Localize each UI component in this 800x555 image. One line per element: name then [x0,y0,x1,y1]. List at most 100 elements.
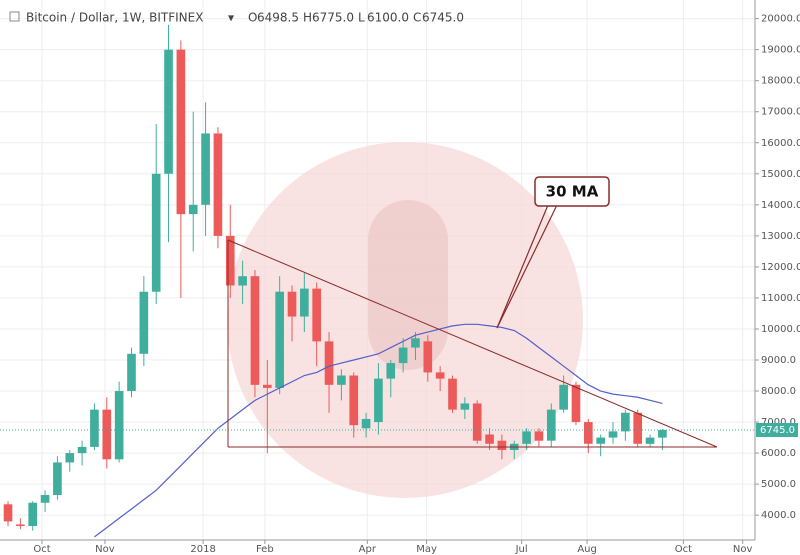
x-tick-label: 2018 [190,544,215,555]
candle-body [411,338,420,348]
y-tick-label: 18000.0 [761,76,800,87]
candle-body [645,437,655,444]
x-tick-label: Nov [95,544,115,555]
candle-body [213,133,223,236]
candle-body [287,291,297,317]
y-tick-label: 11000.0 [761,293,800,304]
x-tick-label: May [416,544,437,555]
y-tick-label: 13000.0 [761,231,800,242]
candle-body [65,453,75,463]
candle-body [485,434,494,444]
candle-body [28,502,38,527]
x-tick-label: Aug [577,544,597,555]
ma-annotation: 30 MA [546,183,599,201]
candle-body [559,384,568,410]
y-tick-label: 7000.0 [761,417,796,428]
candle-body [324,341,334,385]
candle-body [658,429,667,438]
candle-body [139,291,149,354]
y-tick-label: 8000.0 [761,386,796,397]
candle-body [435,372,445,379]
x-tick-label: Oct [675,544,692,555]
ohlc-key: O [248,11,257,25]
candle-body [114,391,124,460]
x-tick-label: Jul [515,544,528,555]
ohlc-value: 6100.0 [367,11,409,25]
y-tick-label: 16000.0 [761,138,800,149]
candle-body [361,418,371,429]
candle-body [633,412,643,444]
ohlc-value: 6775.0 [312,11,354,25]
candle-body [312,288,322,342]
candle-body [102,409,112,460]
candle-body [349,375,359,426]
y-tick-label: 17000.0 [761,107,800,118]
ohlc-readout: O 6498.5 H 6775.0 L 6100.0 C 6745.0 [248,11,464,25]
candle-body [546,409,556,441]
candle-body [608,431,618,438]
x-tick-label: Nov [733,544,753,555]
ohlc-value: 6745.0 [422,11,464,25]
candle-body [53,462,62,495]
candle-body [583,422,593,444]
candle-body [472,403,482,441]
x-tick-label: Oct [33,544,50,555]
y-tick-label: 19000.0 [761,45,800,56]
x-tick-label: Apr [359,544,377,555]
ohlc-key: C [413,11,421,25]
ohlc-value: 6498.5 [257,11,299,25]
candle-body [571,384,581,423]
candle-body [40,495,50,503]
y-tick-label: 5000.0 [761,479,796,490]
candle-body [127,353,136,392]
candle-body [423,341,433,373]
candle-body [448,378,457,410]
symbol-title: Bitcoin / Dollar, 1W, BITFINEX [26,11,203,25]
dropdown-arrow[interactable]: ▾ [228,11,234,25]
ohlc-key: L [358,11,365,25]
y-tick-label: 12000.0 [761,262,800,273]
candle-body [522,431,531,444]
trend-line [227,239,718,448]
candle-body [386,363,396,379]
plot [0,24,755,538]
candle-body [77,446,87,454]
candle-body [238,276,247,286]
candle-body [596,437,605,444]
y-tick-label: 4000.0 [761,510,796,521]
candle-body [201,133,210,205]
last-price-label: 6745.0 [760,425,795,436]
candle-body [16,524,25,527]
candle-body [398,347,408,364]
y-tick-label: 15000.0 [761,169,800,180]
watermark-logo [368,200,448,370]
candle-body [460,403,470,410]
collapse-icon[interactable] [9,11,20,22]
candle-body [262,384,272,388]
candle-body [621,412,630,432]
candle-body [188,204,198,215]
candle-body [90,409,99,447]
y-tick-label: 14000.0 [761,200,800,211]
candle-body [3,504,13,522]
callout-box [534,176,610,207]
candle-body [497,440,507,450]
candle-body [151,173,161,292]
candle-body [534,431,544,441]
candle-body [250,276,260,385]
callout-pointer [496,204,549,329]
x-tick-label: Feb [256,544,274,555]
y-tick-label: 10000.0 [761,324,800,335]
last-price-tag [756,422,798,437]
ohlc-key: H [303,11,312,25]
candle-body [374,378,383,423]
ma-line [94,323,663,538]
candle-body [275,291,284,388]
y-tick-label: 20000.0 [761,14,800,25]
candle-body [176,49,186,215]
y-tick-label: 6000.0 [761,448,796,459]
y-tick-label: 9000.0 [761,355,796,366]
candle-body [337,375,346,385]
